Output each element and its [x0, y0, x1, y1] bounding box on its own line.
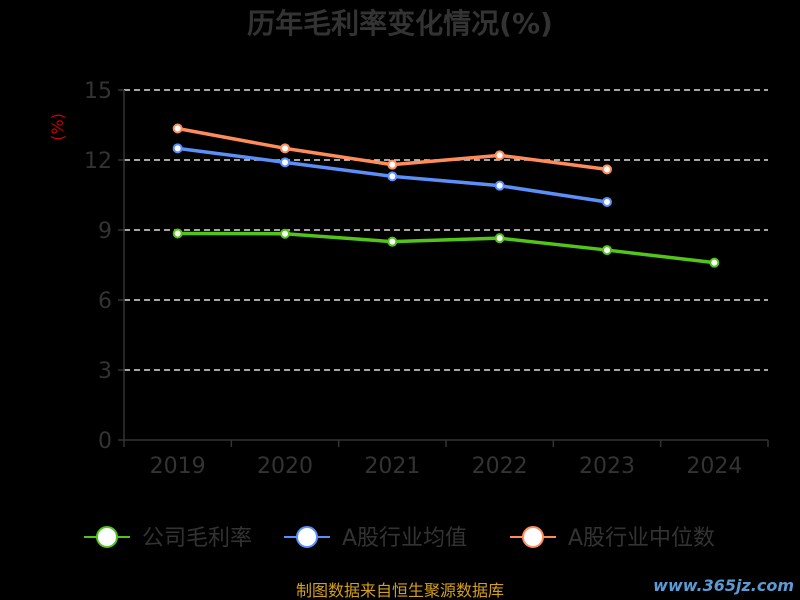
- y-tick-label: 6: [98, 289, 112, 314]
- data-point[interactable]: [387, 236, 398, 247]
- legend-item[interactable]: A股行业中位数: [510, 526, 715, 551]
- legend-label: A股行业中位数: [568, 526, 715, 551]
- legend[interactable]: 公司毛利率 A股行业均值 A股行业中位数: [84, 526, 715, 551]
- legend-item[interactable]: 公司毛利率: [84, 526, 252, 551]
- data-point[interactable]: [709, 257, 720, 268]
- y-tick-label: 12: [84, 149, 112, 174]
- legend-marker-icon: [522, 526, 544, 548]
- legend-item[interactable]: A股行业均值: [284, 526, 467, 551]
- y-tick-label: 0: [98, 429, 112, 454]
- y-tick-label: 15: [84, 79, 112, 104]
- data-point[interactable]: [602, 197, 612, 207]
- series-line: [175, 231, 717, 265]
- data-point[interactable]: [280, 143, 290, 154]
- x-tick-label: 2024: [686, 454, 742, 479]
- x-tick-label: 2020: [257, 454, 313, 479]
- data-point[interactable]: [494, 180, 505, 191]
- data-point[interactable]: [602, 164, 612, 175]
- data-point[interactable]: [494, 150, 505, 161]
- chart-title: 历年毛利率变化情况(%): [247, 7, 553, 40]
- data-point[interactable]: [172, 143, 183, 154]
- x-tick-label: 2022: [472, 454, 528, 479]
- legend-marker-icon: [96, 526, 118, 548]
- data-point[interactable]: [172, 123, 183, 134]
- y-tick-label: 3: [98, 359, 112, 384]
- data-point[interactable]: [387, 171, 398, 182]
- data-point[interactable]: [280, 157, 290, 168]
- legend-label: 公司毛利率: [142, 526, 252, 551]
- watermark: www.365jz.com: [653, 576, 794, 595]
- axes: 0 3 6 9 12 15 2019 2020 2021 2022 2023 2024: [84, 79, 769, 479]
- data-source-note: 制图数据来自恒生聚源数据库: [296, 581, 504, 600]
- x-tick-label: 2021: [364, 454, 420, 479]
- x-tick-label: 2019: [150, 454, 206, 479]
- y-tick-label: 9: [98, 219, 112, 244]
- legend-label: A股行业均值: [342, 526, 467, 551]
- grid-lines: [124, 89, 768, 371]
- data-point[interactable]: [172, 228, 183, 239]
- data-point[interactable]: [494, 233, 505, 244]
- data-point[interactable]: [280, 228, 290, 239]
- y-axis-label: (%): [48, 113, 67, 141]
- legend-marker-icon: [296, 526, 318, 548]
- data-point[interactable]: [602, 245, 612, 256]
- x-tick-label: 2023: [579, 454, 635, 479]
- series-lines: [172, 123, 720, 268]
- data-point[interactable]: [387, 159, 398, 170]
